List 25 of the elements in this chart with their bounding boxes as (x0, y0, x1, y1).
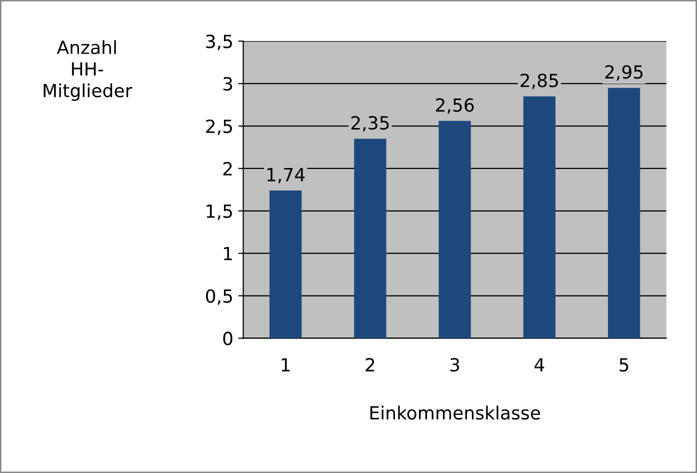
y-tick-label: 3,5 (206, 34, 232, 50)
y-tick-label: 1 (224, 247, 232, 260)
x-tick-label: 4 (534, 358, 544, 372)
bar (269, 190, 302, 338)
x-tick-label: 1 (282, 358, 290, 372)
data-label: 1,74 (267, 168, 305, 184)
y-tick-label: 1,5 (206, 204, 232, 220)
bar (438, 120, 471, 338)
x-axis-title: Einkommensklasse (370, 406, 540, 420)
y-tick-label: 3 (223, 77, 232, 91)
bar (523, 96, 556, 338)
bar (354, 138, 386, 338)
y-tick-label: 2,5 (206, 119, 232, 135)
y-tick-label: 2 (223, 162, 232, 176)
x-tick-label: 3 (450, 358, 460, 372)
y-tick-label: 0,5 (206, 289, 232, 305)
x-tick-label: 2 (366, 358, 374, 372)
y-axis-title: Anzahl HH-Mitglieder (44, 40, 132, 101)
data-label: 2,56 (436, 98, 474, 114)
data-label: 2,95 (605, 65, 643, 81)
x-tick-label: 5 (620, 358, 628, 372)
bar (608, 88, 640, 338)
data-label: 2,35 (351, 116, 389, 132)
y-tick-label: 0 (223, 332, 232, 346)
data-label: 2,85 (520, 74, 558, 90)
